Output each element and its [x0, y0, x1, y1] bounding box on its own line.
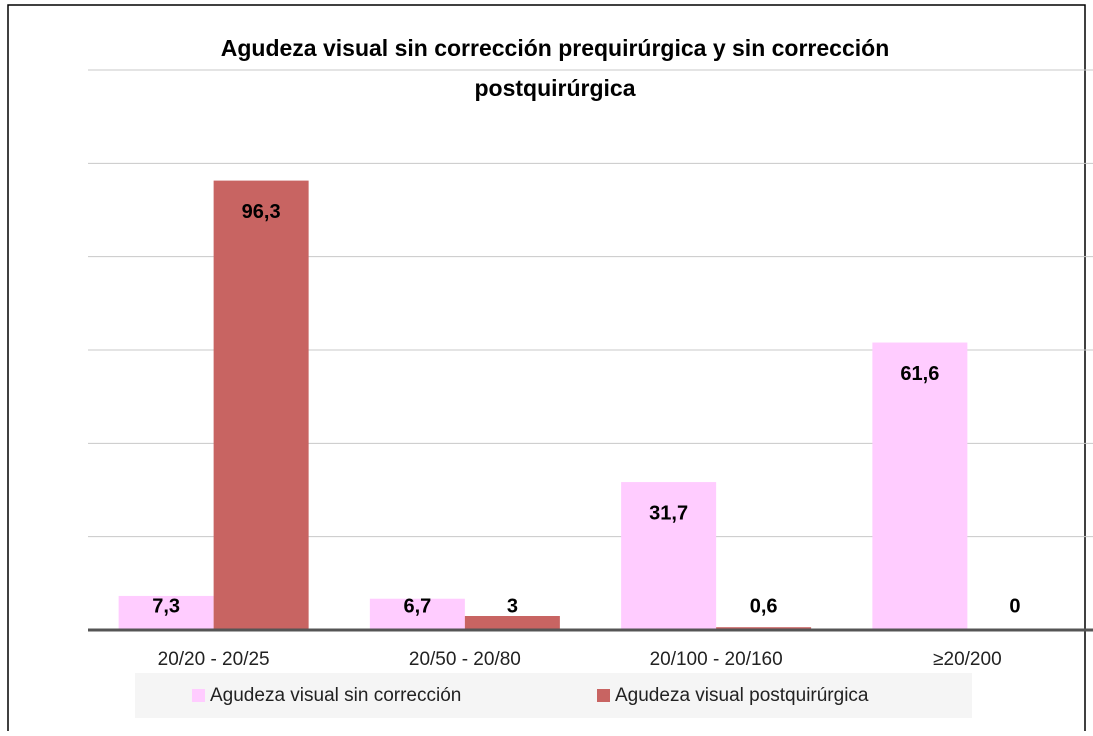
bar: [213, 180, 309, 630]
data-label: 0,6: [750, 595, 778, 617]
x-tick-label: 20/50 - 20/80: [409, 649, 521, 670]
legend-box: [135, 673, 972, 718]
data-label: 31,7: [649, 502, 688, 524]
legend-label: Agudeza visual postquirúrgica: [615, 685, 869, 706]
legend-label: Agudeza visual sin corrección: [210, 685, 461, 706]
chart-border: [7, 4, 1086, 731]
data-label: 61,6: [900, 363, 939, 385]
legend-swatch: [192, 689, 205, 702]
bar: [621, 482, 717, 630]
legend-swatch: [597, 689, 610, 702]
data-label: 3: [507, 595, 518, 617]
bar: [118, 595, 214, 630]
x-tick-label: 20/20 - 20/25: [158, 649, 270, 670]
title-line: Agudeza visual sin corrección prequirúrg…: [221, 35, 890, 61]
chart-title: Agudeza visual sin corrección prequirúrg…: [221, 35, 890, 101]
data-label: 7,3: [152, 595, 180, 617]
data-label: 6,7: [403, 595, 431, 617]
data-label: 96,3: [242, 201, 281, 223]
x-tick-label: 20/100 - 20/160: [650, 649, 783, 670]
data-label: 0: [1009, 595, 1020, 617]
bar: [464, 616, 560, 630]
bar: [369, 598, 465, 630]
title-line: postquirúrgica: [474, 75, 635, 101]
x-tick-label: ≥20/200: [933, 649, 1002, 670]
bar: [872, 342, 968, 630]
